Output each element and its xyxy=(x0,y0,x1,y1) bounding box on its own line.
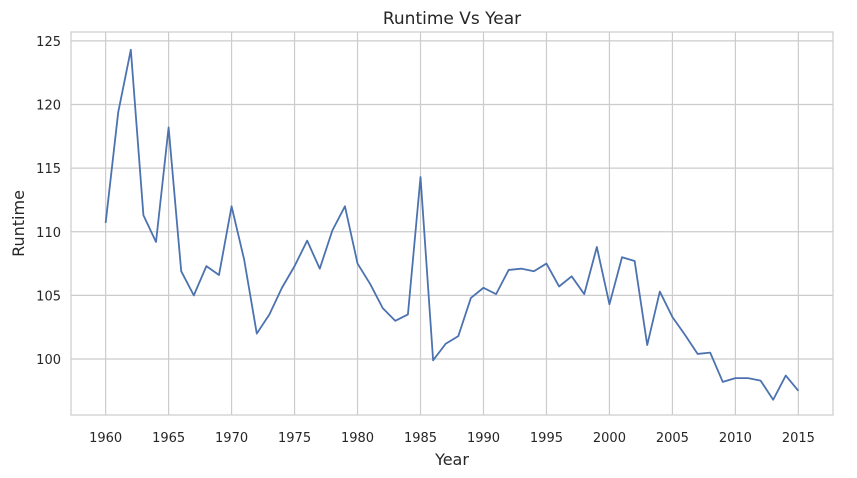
y-tick-label: 100 xyxy=(36,353,61,368)
chart-title: Runtime Vs Year xyxy=(383,9,521,29)
x-tick-label: 1965 xyxy=(152,431,185,446)
y-tick-labels: 100 105 110 115 120 125 xyxy=(36,35,61,368)
x-tick-label: 2010 xyxy=(719,431,752,446)
gridlines xyxy=(71,32,833,415)
y-tick-label: 110 xyxy=(36,226,61,241)
y-tick-label: 125 xyxy=(36,35,61,50)
plot-frame xyxy=(70,31,834,416)
y-tick-label: 120 xyxy=(36,99,61,114)
x-tick-label: 1995 xyxy=(530,431,563,446)
x-tick-label: 1970 xyxy=(215,431,248,446)
x-tick-label: 1985 xyxy=(404,431,437,446)
plot-area xyxy=(71,32,833,415)
x-tick-label: 1980 xyxy=(341,431,374,446)
x-tick-label: 1960 xyxy=(89,431,122,446)
x-tick-label: 2000 xyxy=(593,431,626,446)
y-axis-label: Runtime xyxy=(9,190,28,257)
x-axis-label: Year xyxy=(434,450,469,469)
y-tick-label: 105 xyxy=(36,289,61,304)
y-tick-label: 115 xyxy=(36,162,61,177)
x-tick-label: 2015 xyxy=(782,431,815,446)
x-tick-label: 1975 xyxy=(278,431,311,446)
x-tick-label: 1990 xyxy=(467,431,500,446)
x-tick-labels: 1960 1965 1970 1975 1980 1985 1990 1995 2000 2005… xyxy=(89,431,815,446)
x-tick-label: 2005 xyxy=(656,431,689,446)
runtime-series-line xyxy=(104,48,800,401)
